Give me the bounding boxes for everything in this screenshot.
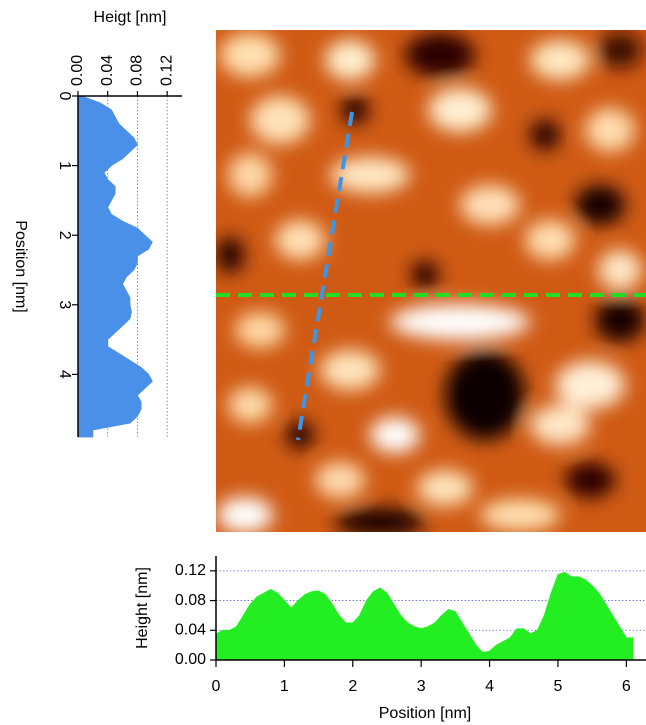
x-tick-label: 4 xyxy=(56,370,73,379)
y-tick-label: 0.04 xyxy=(99,55,116,86)
y-tick-label: 0.12 xyxy=(175,562,206,579)
y-axis-label: Height [nm] xyxy=(134,567,151,649)
vertical-cut-line xyxy=(296,111,354,441)
x-tick-label: 6 xyxy=(622,678,631,695)
y-tick-label: 0.12 xyxy=(158,55,175,86)
x-tick-label: 3 xyxy=(56,300,73,309)
y-tick-label: 0.08 xyxy=(129,55,146,86)
x-tick-label: 0 xyxy=(212,678,221,695)
x-axis-label: Position [nm] xyxy=(379,705,471,722)
x-tick-label: 2 xyxy=(348,678,357,695)
profile-area xyxy=(215,571,634,661)
y-tick-label: 0.00 xyxy=(69,55,86,86)
x-tick-label: 4 xyxy=(485,678,494,695)
x-tick-label: 3 xyxy=(417,678,426,695)
y-tick-label: 0.00 xyxy=(175,651,206,668)
y-axis-label: Heigt [nm] xyxy=(94,9,167,26)
y-tick-label: 0.04 xyxy=(175,622,206,639)
stm-image xyxy=(216,30,646,532)
x-tick-label: 1 xyxy=(56,161,73,170)
x-tick-label: 2 xyxy=(56,231,73,240)
x-axis-label: Position [nm] xyxy=(12,220,29,312)
x-tick-label: 1 xyxy=(280,678,289,695)
x-tick-label: 5 xyxy=(553,678,562,695)
profile-area xyxy=(77,95,153,438)
x-tick-label: 0 xyxy=(56,92,73,101)
y-tick-label: 0.08 xyxy=(175,592,206,609)
